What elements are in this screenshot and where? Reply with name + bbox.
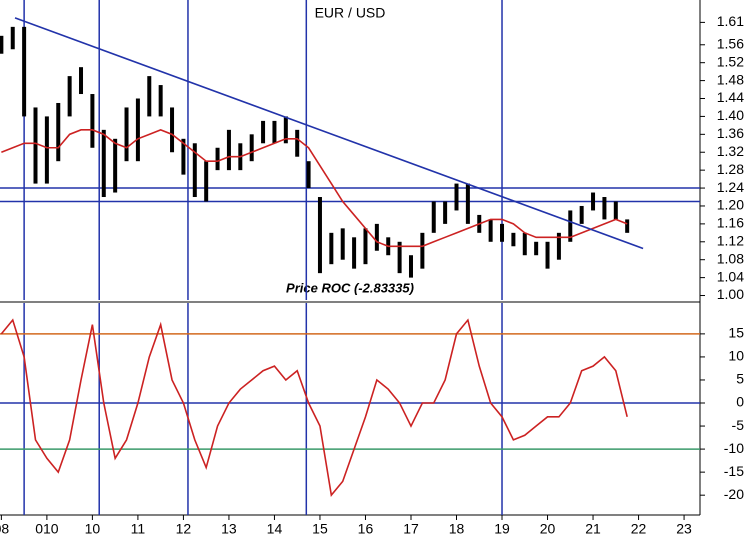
- price-bar: [147, 76, 152, 117]
- price-bar: [22, 26, 27, 117]
- y-tick-label: 1.61: [717, 13, 744, 29]
- price-bar: [56, 102, 61, 162]
- price-bar: [249, 134, 254, 162]
- y-tick-label: 0: [736, 394, 744, 410]
- y-tick-label: 1.56: [717, 35, 744, 51]
- price-bar: [374, 223, 379, 251]
- y-tick-label: 1.40: [717, 107, 744, 123]
- y-tick-label: 1.32: [717, 143, 744, 159]
- y-tick-label: -10: [724, 440, 744, 456]
- y-tick-label: 1.48: [717, 71, 744, 87]
- x-tick-label: 13: [221, 521, 237, 537]
- y-tick-label: -15: [724, 463, 744, 479]
- y-tick-label: 1.52: [717, 53, 744, 69]
- trendline: [14, 17, 644, 250]
- price-bar: [488, 219, 493, 242]
- x-tick-label: 11: [131, 521, 146, 537]
- price-bar: [511, 232, 516, 247]
- price-bar: [10, 26, 15, 50]
- price-bar: [79, 67, 84, 95]
- price-bar: [215, 147, 220, 171]
- y-tick-label: 10: [728, 348, 744, 364]
- x-tick-label: 18: [449, 521, 465, 537]
- y-tick-label: 5: [736, 371, 744, 387]
- price-bar: [500, 223, 505, 242]
- price-bar: [261, 120, 266, 144]
- price-bar: [67, 76, 72, 117]
- price-bar: [124, 107, 129, 162]
- price-bar: [272, 120, 277, 144]
- price-bar: [465, 183, 470, 224]
- price-bar: [579, 205, 584, 224]
- price-bar: [192, 143, 197, 198]
- y-tick-label: 1.04: [717, 268, 744, 284]
- price-bar: [33, 107, 38, 184]
- price-bar: [295, 129, 300, 157]
- price-bar: [602, 197, 607, 220]
- y-tick-label: 1.16: [717, 215, 744, 231]
- price-bar: [158, 85, 163, 117]
- price-bar: [613, 201, 618, 220]
- price-bar: [135, 98, 140, 162]
- y-tick-label: 1.28: [717, 161, 744, 177]
- y-tick-label: 1.24: [717, 179, 744, 195]
- x-tick-label: 15: [312, 521, 328, 537]
- y-tick-label: 1.08: [717, 250, 744, 266]
- x-tick-label: 19: [494, 521, 510, 537]
- price-bar: [352, 237, 357, 269]
- x-tick-label: 20: [540, 521, 556, 537]
- y-tick-label: 1.44: [717, 89, 744, 105]
- x-tick-label: 22: [631, 521, 647, 537]
- y-tick-label: -5: [732, 417, 745, 433]
- x-tick-label: 14: [267, 521, 283, 537]
- price-bar: [306, 161, 311, 189]
- price-bar: [101, 129, 106, 198]
- price-bar: [420, 232, 425, 269]
- price-bar: [44, 116, 49, 184]
- y-tick-label: 1.20: [717, 197, 744, 213]
- y-tick-label: 1.00: [717, 286, 744, 302]
- x-tick-label: 12: [176, 521, 192, 537]
- price-bar: [317, 197, 322, 274]
- price-bar: [181, 138, 186, 175]
- roc-line: [0, 318, 628, 498]
- price-bar: [363, 228, 368, 265]
- price-bar: [454, 183, 459, 211]
- x-tick-label: 17: [403, 521, 419, 537]
- price-bar: [568, 210, 573, 242]
- chart-title: EUR / USD: [315, 5, 386, 21]
- price-bar: [534, 241, 539, 256]
- price-bar: [625, 219, 630, 233]
- price-bar: [591, 192, 596, 211]
- y-tick-label: 1.36: [717, 125, 744, 141]
- x-tick-label: 010: [35, 521, 59, 537]
- price-bar: [0, 35, 4, 54]
- price-bar: [226, 129, 231, 171]
- x-tick-label: 08: [0, 521, 9, 537]
- x-tick-label: 16: [358, 521, 374, 537]
- y-tick-label: 1.12: [717, 232, 744, 248]
- price-bar: [431, 201, 436, 233]
- indicator-title: Price ROC (-2.83335): [286, 280, 414, 295]
- price-bar: [170, 107, 175, 153]
- price-bar: [408, 255, 413, 278]
- price-bar: [556, 232, 561, 260]
- price-bar: [90, 94, 95, 148]
- moving-average: [1, 128, 628, 248]
- price-bar: [522, 232, 527, 256]
- x-tick-label: 21: [585, 521, 601, 537]
- y-tick-label: -20: [724, 486, 744, 502]
- price-bar: [545, 241, 550, 269]
- x-tick-label: 10: [85, 521, 101, 537]
- price-bar: [397, 241, 402, 274]
- price-bar: [283, 116, 288, 144]
- price-bar: [204, 161, 209, 202]
- price-bar: [113, 138, 118, 193]
- y-tick-label: 15: [728, 325, 744, 341]
- x-tick-label: 23: [676, 521, 692, 537]
- price-bar: [443, 201, 448, 224]
- price-bar: [329, 232, 334, 265]
- price-bar: [340, 228, 345, 260]
